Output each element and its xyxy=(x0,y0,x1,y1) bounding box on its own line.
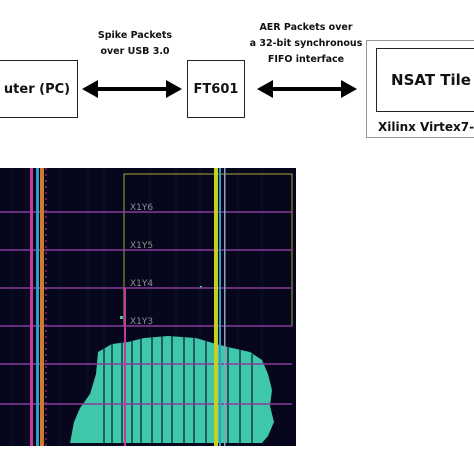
aer-caption-line3: FIFO interface xyxy=(267,54,345,65)
region-label-x1y6: X1Y6 xyxy=(130,203,153,213)
ft601-label: FT601 xyxy=(193,81,239,97)
column-orange-left xyxy=(40,168,44,446)
usb-caption-line1: Spike Packets xyxy=(97,30,173,41)
nsat-tile-box: NSAT Tile xyxy=(376,48,474,112)
aer-link-caption: AER Packets over a 32-bit synchronous FI… xyxy=(244,20,368,68)
column-cyan-right xyxy=(219,168,221,446)
aer-double-arrow xyxy=(257,80,357,98)
fpga-part-label: Xilinx Virtex7-2 xyxy=(378,120,474,134)
column-grey-right xyxy=(224,168,226,446)
column-cyan-left xyxy=(36,168,39,446)
usb-caption-line2: over USB 3.0 xyxy=(100,46,170,57)
region-label-x1y3: X1Y3 xyxy=(130,317,153,327)
nsat-tile-label: NSAT Tile xyxy=(391,71,471,89)
fpga-floorplan-image: X1Y6 X1Y5 X1Y4 X1Y3 xyxy=(0,168,296,446)
ft601-box: FT601 xyxy=(187,60,245,118)
fill-column-streaks xyxy=(103,336,253,443)
region-label-x1y5: X1Y5 xyxy=(130,241,153,251)
usb-double-arrow xyxy=(82,80,182,98)
column-yellow-right xyxy=(214,168,218,446)
computer-pc-box: uter (PC) xyxy=(0,60,78,118)
region-label-x1y4: X1Y4 xyxy=(130,279,153,289)
aer-caption-line2: a 32-bit synchronous xyxy=(249,38,363,49)
column-magenta-mid xyxy=(124,288,126,446)
clock-row-lines xyxy=(0,211,292,405)
computer-pc-label: uter (PC) xyxy=(3,81,71,97)
usb-link-caption: Spike Packets over USB 3.0 xyxy=(80,28,190,60)
aer-caption-line1: AER Packets over xyxy=(259,22,353,33)
column-magenta-left xyxy=(30,168,33,446)
